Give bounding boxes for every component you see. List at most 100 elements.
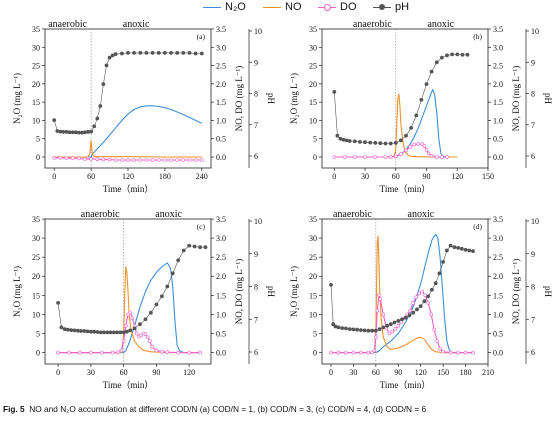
ph-point [336, 325, 341, 330]
do-point [344, 350, 348, 355]
do-point [156, 158, 161, 162]
x-axis-label: Time（min） [380, 380, 431, 390]
ph-point [76, 130, 81, 135]
do-point [383, 155, 388, 159]
x-tick-label: 30 [349, 368, 357, 377]
ph-point [448, 243, 453, 248]
do-point [83, 157, 87, 161]
ph-point [73, 130, 78, 135]
do-point [154, 348, 159, 353]
ph-point [95, 330, 100, 334]
plot-frame [44, 28, 212, 169]
do-point [120, 158, 124, 162]
y-left-tick-label: 0 [313, 349, 317, 358]
y-left-tick-label: 25 [309, 253, 317, 262]
ph-point [92, 124, 97, 129]
ph-point [450, 52, 454, 57]
do-point [56, 350, 60, 355]
ph-axis-label: pH [543, 93, 553, 105]
do-point [332, 155, 337, 159]
do-point [130, 316, 135, 320]
ph-point [441, 260, 445, 264]
ph-tick-label: 10 [531, 27, 539, 36]
ph-point [181, 248, 186, 253]
legend-item-n2o: N₂O [203, 1, 253, 15]
do-point [377, 293, 381, 298]
x-tick-label: 90 [423, 172, 431, 181]
do-point [126, 312, 130, 317]
ph-point [368, 140, 373, 145]
ph-point [341, 137, 346, 142]
do-point [181, 158, 186, 162]
ph-axis-label: pH [266, 93, 276, 105]
ph-point [79, 329, 83, 333]
ph-point [338, 136, 343, 141]
do-point [113, 158, 118, 162]
y-left-axis-label: N₂O (mg L⁻¹) [12, 266, 22, 317]
ph-tick-label: 9 [254, 58, 258, 67]
ph-point [75, 328, 80, 333]
y-left-tick-label: 20 [32, 272, 40, 281]
ph-tick-label: 10 [254, 217, 262, 226]
ph-tick-label: 10 [254, 27, 262, 36]
do-point [150, 158, 155, 162]
ph-point [85, 329, 90, 334]
legend-marker-do [324, 4, 331, 11]
ph-point [433, 281, 438, 286]
ph-point [445, 248, 449, 253]
y-left-tick-label: 15 [32, 291, 40, 300]
ph-point [104, 63, 109, 68]
ph-point [70, 130, 75, 135]
do-point [58, 156, 63, 160]
y-left-tick-label: 10 [32, 116, 40, 125]
ph-point [426, 294, 431, 299]
y-right-tick-label: 1.0 [216, 310, 226, 319]
y-right-tick-label: 1.5 [216, 98, 226, 107]
ph-point [62, 327, 67, 331]
y-right-axis-label: NO, DO (mg L⁻¹) [511, 259, 521, 324]
y-right-tick-label: 0.0 [216, 153, 226, 162]
x-tick-label: 60 [372, 368, 380, 377]
ph-point [108, 330, 113, 335]
y-right-tick-label: 0.5 [493, 135, 503, 144]
do-point [139, 333, 143, 338]
ph-tick-label: 6 [254, 152, 258, 161]
do-point [426, 301, 430, 305]
do-point [429, 154, 434, 158]
do-point [435, 339, 439, 343]
do-point [160, 350, 164, 354]
do-point [438, 346, 442, 351]
ph-point [149, 310, 153, 315]
x-tick-label: 240 [196, 172, 208, 181]
ph-point [467, 248, 472, 253]
y-left-axis-label: N₂O (mg L⁻¹) [289, 266, 299, 317]
ph-point [165, 284, 170, 289]
ph-point [120, 51, 124, 56]
do-point [408, 308, 412, 313]
do-point [126, 158, 130, 162]
chart-legend: N₂O NO DO pH [0, 0, 554, 18]
ph-point [351, 327, 356, 332]
ph-point [409, 126, 413, 130]
ph-axis-label: pH [266, 286, 276, 298]
y-left-tick-label: 15 [309, 98, 317, 107]
do-point [426, 151, 431, 156]
ph-point [128, 328, 133, 333]
ph-point [404, 133, 408, 138]
do-point [412, 142, 416, 147]
x-tick-label: 120 [451, 172, 463, 181]
y-right-tick-label: 2.5 [493, 253, 503, 262]
ph-point [67, 130, 72, 135]
caption-label: Fig. 5 [3, 404, 25, 414]
do-point [187, 158, 192, 162]
ph-point [125, 329, 129, 334]
plot-frame [321, 218, 489, 365]
ph-point [422, 299, 427, 304]
do-point [89, 157, 93, 161]
y-right-tick-label: 0.0 [216, 349, 226, 358]
y-left-tick-label: 0 [36, 349, 40, 358]
x-axis-label: Time（min） [380, 184, 431, 194]
y-left-tick-label: 15 [309, 291, 317, 300]
do-point [67, 350, 71, 355]
ph-point [388, 141, 393, 146]
